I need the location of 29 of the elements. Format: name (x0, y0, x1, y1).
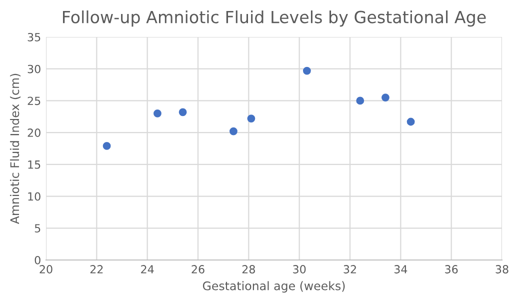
point (356, 96, 364, 105)
x-axis-title: Gestational age (weeks) (202, 281, 345, 293)
y-tick-label: 25 (28, 96, 40, 106)
y-tick-label: 30 (28, 64, 40, 74)
x-tick-label: 38 (496, 265, 508, 274)
point (102, 142, 111, 150)
point (382, 94, 390, 102)
y-tick-label: 15 (28, 160, 40, 169)
x-tick-label: 34 (394, 265, 408, 274)
x-tick-label: 22 (90, 265, 103, 274)
point (178, 108, 187, 116)
chart-title: Follow-up Amniotic Fluid Levels by Gestational Age (62, 10, 486, 27)
point (154, 110, 162, 118)
y-tick-label: 35 (28, 32, 40, 42)
x-tick-label: 36 (445, 265, 458, 274)
y-tick-label: 10 (28, 192, 40, 201)
x-tick-label: 30 (293, 265, 306, 274)
y-tick-label: 5 (34, 224, 40, 233)
y-tick-label: 0 (34, 256, 40, 264)
y-tick-label: 20 (28, 128, 40, 137)
x-tick-label: 26 (192, 265, 204, 274)
point (302, 66, 311, 75)
x-tick-label: 28 (242, 265, 255, 274)
point (406, 118, 415, 126)
point (230, 127, 238, 136)
y-axis-title: Amniotic Fluid Index (cm) (10, 74, 21, 224)
x-tick-label: 32 (344, 265, 356, 274)
point (247, 114, 256, 123)
x-tick-label: 24 (141, 265, 154, 274)
